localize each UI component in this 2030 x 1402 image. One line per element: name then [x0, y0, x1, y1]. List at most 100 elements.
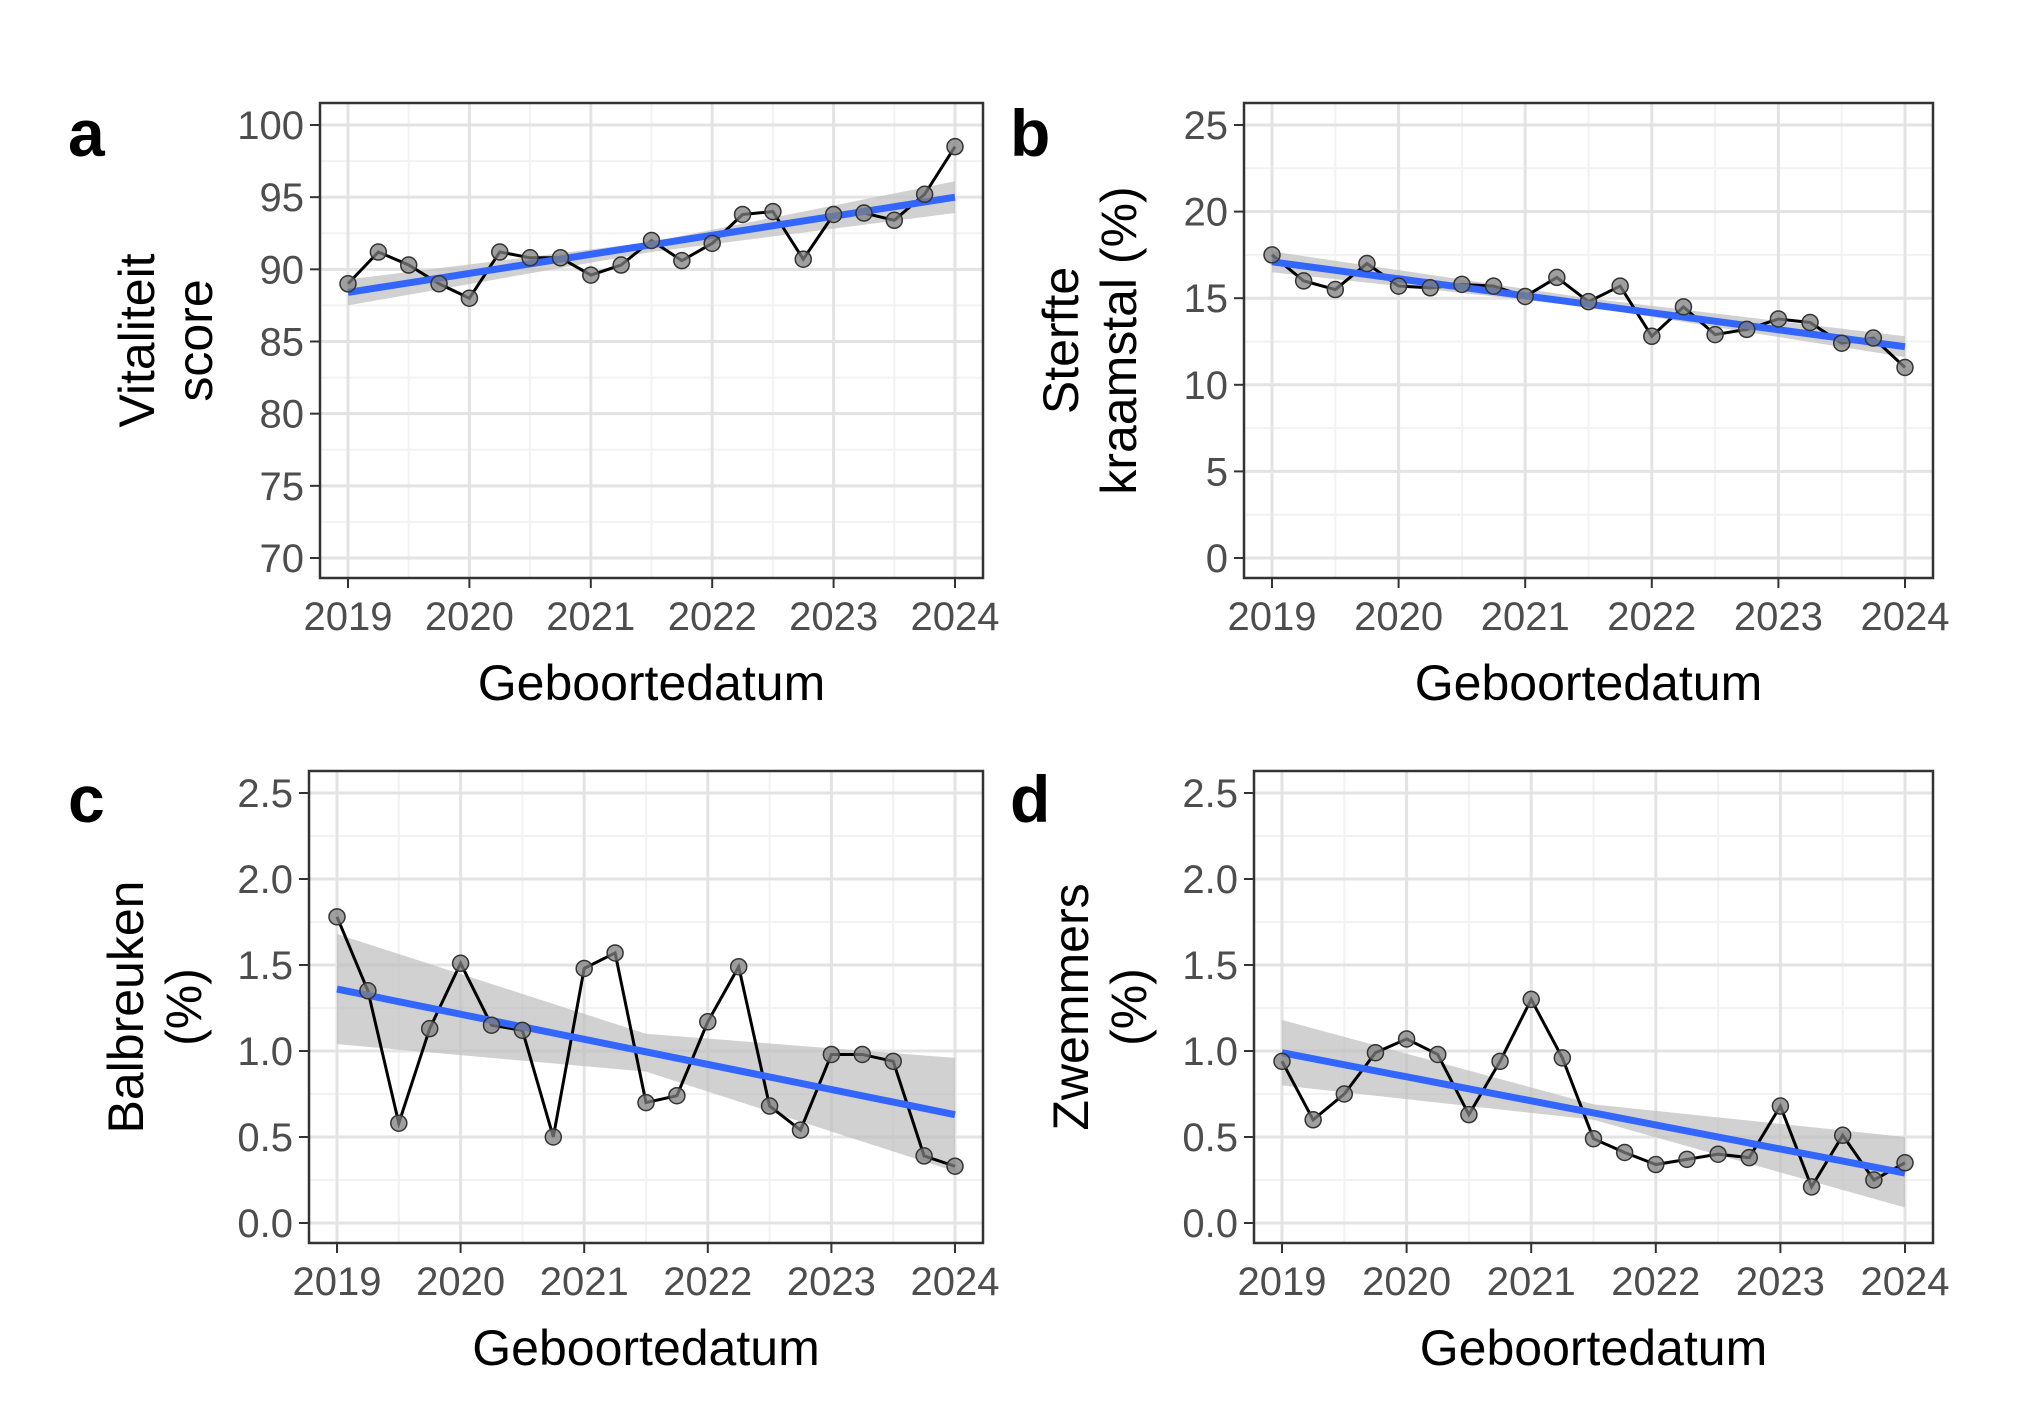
data-point: [760, 1097, 779, 1115]
data-point: [1678, 1150, 1696, 1169]
data-point: [1263, 246, 1281, 264]
data-point: [1771, 1097, 1790, 1115]
data-point: [1484, 277, 1503, 295]
data-point: [1453, 275, 1471, 294]
data-point: [1896, 358, 1914, 377]
data-point: [946, 137, 964, 156]
data-point: [1397, 1030, 1416, 1048]
data-point: [822, 1045, 841, 1064]
y-tick-label: 75: [260, 465, 305, 509]
data-point: [521, 249, 539, 267]
x-tick-label: 2020: [416, 1260, 505, 1304]
data-point: [328, 908, 346, 926]
x-tick-label: 2019: [304, 595, 393, 639]
y-tick-label: 80: [260, 393, 305, 437]
data-point: [1832, 334, 1851, 352]
data-point: [1802, 1178, 1821, 1196]
data-point: [915, 1147, 933, 1165]
x-tick-label: 2024: [911, 1260, 1000, 1304]
plot-border: [307, 769, 985, 1245]
data-point: [513, 1021, 532, 1040]
data-point: [420, 1019, 439, 1038]
data-point: [733, 205, 752, 224]
data-point: [359, 982, 377, 1000]
x-tick-label: 2022: [663, 1260, 752, 1304]
y-tick-label: 85: [260, 321, 305, 365]
data-point: [1389, 277, 1408, 295]
data-point: [637, 1093, 655, 1112]
x-tick-label: 2020: [425, 595, 514, 639]
y-tick-label: 1.0: [1182, 1030, 1238, 1074]
y-tick-label: 100: [237, 104, 304, 148]
trend-line: [1281, 1049, 1906, 1177]
y-tick-label: 15: [1184, 277, 1229, 321]
data-point: [1801, 313, 1819, 332]
plot-border: [1242, 101, 1935, 580]
y-tick-label: 1.5: [1182, 944, 1238, 988]
data-point: [451, 954, 470, 973]
data-point: [1709, 1145, 1727, 1163]
x-tick-label: 2021: [546, 595, 635, 639]
x-tick-label: 2021: [540, 1260, 629, 1304]
x-tick-label: 2024: [1861, 1260, 1950, 1304]
x-tick-label: 2021: [1481, 595, 1570, 639]
panel-letter: d: [1010, 762, 1050, 836]
data-point: [1706, 325, 1724, 344]
data-point: [1674, 298, 1693, 316]
x-tick-label: 2021: [1487, 1260, 1576, 1304]
data-point: [1615, 1143, 1634, 1162]
data-point: [575, 959, 593, 978]
y-axis-title: kraamstal (%): [1091, 186, 1147, 494]
trend-line: [336, 985, 956, 1119]
data-point: [1358, 254, 1376, 273]
data-point: [1326, 280, 1345, 299]
x-tick-label: 2019: [293, 1260, 382, 1304]
y-tick-label: 0.0: [237, 1202, 293, 1246]
data-point: [1522, 990, 1540, 1009]
x-axis-title: Geboortedatum: [472, 1320, 819, 1376]
data-point: [673, 251, 691, 270]
data-point: [482, 1016, 501, 1034]
data-point: [1864, 329, 1883, 347]
x-tick-label: 2023: [789, 595, 878, 639]
y-tick-label: 0.5: [237, 1116, 293, 1160]
y-tick-label: 0.0: [1182, 1202, 1238, 1246]
data-point: [1516, 287, 1534, 306]
y-tick-label: 95: [260, 176, 305, 220]
data-point: [1460, 1105, 1478, 1124]
data-point: [612, 256, 630, 274]
y-tick-label: 25: [1184, 104, 1229, 148]
data-point: [606, 944, 624, 962]
data-point: [1304, 1111, 1322, 1129]
y-axis-title: Sterfte: [1033, 267, 1089, 414]
y-axis-title: (%): [156, 968, 212, 1046]
panel-letter: b: [1010, 96, 1050, 170]
x-tick-label: 2022: [1607, 595, 1696, 639]
y-tick-label: 70: [260, 537, 305, 581]
panel-b: 0 5 10 15 20 25 2019 2020 2021 2022 2023 2024 Geboor…: [1010, 96, 1949, 711]
data-point: [1548, 268, 1566, 287]
data-point: [582, 266, 600, 284]
y-axis-title: (%): [1101, 968, 1157, 1046]
data-point: [544, 1128, 563, 1146]
data-point: [699, 1013, 717, 1031]
data-point: [794, 250, 812, 268]
y-axis-title: Zwemmers: [1043, 883, 1099, 1130]
y-tick-label: 2.5: [1182, 772, 1238, 816]
x-axis-title: Geboortedatum: [1420, 1320, 1767, 1376]
x-tick-label: 2022: [1611, 1260, 1700, 1304]
plot-border: [318, 101, 985, 580]
data-point: [390, 1114, 408, 1132]
data-point: [946, 1157, 964, 1175]
data-point: [1643, 327, 1661, 346]
data-point: [1896, 1154, 1914, 1172]
y-tick-label: 2.0: [1182, 858, 1238, 902]
x-tick-label: 2020: [1362, 1260, 1451, 1304]
panel-letter: c: [68, 762, 105, 836]
data-point: [1553, 1049, 1572, 1067]
data-point: [1335, 1085, 1354, 1103]
y-tick-label: 0.5: [1182, 1116, 1238, 1160]
data-point: [1740, 1148, 1758, 1167]
data-point: [853, 1045, 872, 1064]
x-tick-label: 2023: [787, 1260, 876, 1304]
